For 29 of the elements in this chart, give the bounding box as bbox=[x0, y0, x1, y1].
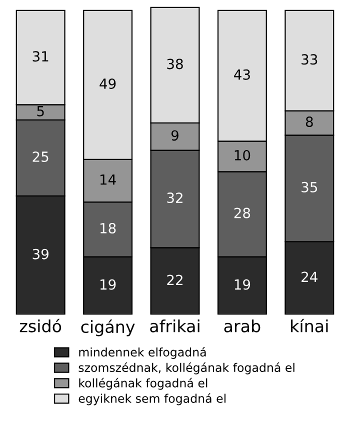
x-tick-label: arab bbox=[224, 319, 260, 332]
data-label: 19 bbox=[100, 279, 116, 290]
data-label: 9 bbox=[171, 130, 178, 141]
x-tick-label: cigány bbox=[81, 319, 135, 336]
data-label: 25 bbox=[32, 151, 48, 162]
data-label: 19 bbox=[234, 279, 250, 290]
data-label: 28 bbox=[234, 208, 250, 218]
data-label: 35 bbox=[302, 182, 318, 192]
data-label: 39 bbox=[32, 248, 48, 260]
data-label: 8 bbox=[306, 116, 313, 128]
data-label: 22 bbox=[167, 274, 182, 285]
legend-label: kollégának fogadná el bbox=[79, 378, 208, 390]
data-label: 14 bbox=[100, 174, 116, 185]
data-label: 49 bbox=[100, 78, 116, 89]
legend-label: egyiknek sem fogadná el bbox=[78, 393, 226, 406]
data-label: 24 bbox=[302, 272, 318, 282]
data-label: 43 bbox=[234, 69, 250, 80]
data-label: 32 bbox=[167, 192, 182, 204]
x-tick-label: afrikai bbox=[150, 319, 200, 332]
legend-label: szomszédnak, kollégának fogadná el bbox=[78, 362, 294, 374]
x-tick-label: zsidó bbox=[20, 318, 62, 332]
data-label: 31 bbox=[32, 51, 48, 62]
data-label: 10 bbox=[234, 150, 250, 160]
data-label: 38 bbox=[167, 58, 183, 70]
x-tick-label: kínai bbox=[291, 318, 328, 332]
legend-label: mindennek elfogadná bbox=[79, 346, 206, 359]
data-label: 18 bbox=[100, 222, 116, 234]
data-label: 5 bbox=[37, 106, 44, 116]
data-label: 33 bbox=[302, 54, 318, 65]
